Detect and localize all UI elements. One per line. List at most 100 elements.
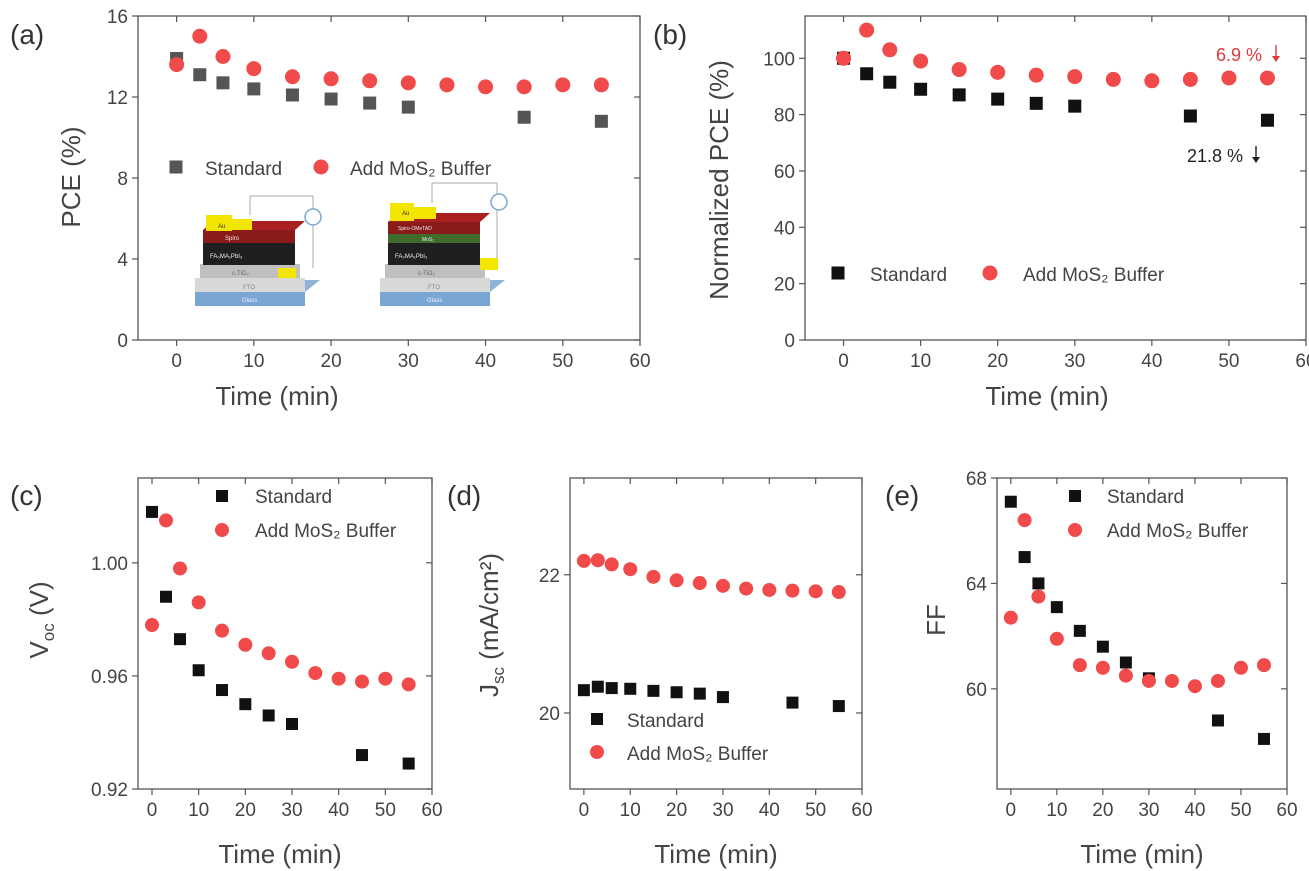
inset-label-glass: Glass (427, 298, 442, 304)
data-point-standard (285, 88, 299, 102)
data-point-mos2 (1256, 658, 1271, 673)
inset-label-glass: Glass (242, 298, 257, 304)
x-tick-label: 60 (421, 800, 442, 821)
data-point-mos2 (478, 79, 494, 95)
y-tick-label: 4 (117, 250, 128, 271)
legend-label-standard: Standard (1107, 487, 1184, 508)
inset-label-tio2: c-TiO₂ (418, 271, 435, 277)
data-point-standard (860, 67, 874, 81)
au-electrode (206, 215, 232, 231)
data-point-mos2 (331, 671, 346, 686)
tio2-layer (385, 264, 485, 278)
fto-layer (195, 278, 305, 292)
data-point-mos2 (215, 623, 229, 638)
data-point-mos2 (284, 69, 300, 85)
data-point-mos2 (439, 77, 455, 93)
data-point-standard (952, 88, 966, 102)
x-tick-label: 40 (1184, 800, 1205, 821)
x-axis-label-a: Time (min) (215, 381, 338, 411)
x-tick-label: 40 (1141, 351, 1162, 372)
mos2-layer (388, 234, 480, 243)
data-point-standard (192, 664, 205, 677)
x-tick-label: 40 (475, 351, 496, 372)
data-point-standard (401, 100, 415, 114)
legend-marker-standard (591, 713, 603, 725)
data-point-standard (216, 684, 228, 697)
x-tick-label: 60 (851, 800, 872, 821)
data-point-mos2 (355, 674, 369, 689)
data-point-mos2 (516, 79, 532, 95)
x-axis-label-c: Time (min) (218, 839, 341, 869)
data-point-mos2 (762, 582, 777, 597)
data-point-mos2 (246, 61, 262, 77)
data-point-standard (216, 76, 230, 90)
legend-label-mos2: Add MoS₂ Buffer (627, 744, 769, 765)
data-point-standard (670, 686, 683, 699)
data-point-mos2 (831, 585, 846, 600)
data-point-mos2 (191, 595, 206, 610)
legend-label-mos2: Add MoS₂ Buffer (1107, 521, 1249, 542)
x-tick-label: 60 (1276, 800, 1297, 821)
y-axis-label-e: FF (921, 604, 951, 636)
legend-label-standard: Standard (255, 487, 332, 508)
plot-frame-d (569, 477, 863, 790)
y-tick-label: 0.92 (91, 780, 128, 801)
y-tick-label: 20 (774, 275, 795, 296)
x-tick-label: 50 (805, 800, 826, 821)
data-point-mos2 (785, 583, 800, 598)
data-point-mos2 (646, 569, 661, 584)
device-right: Au Spiro-OMeTAD MoS₂ FA₀MA₁PbI₃ c-TiO₂ F… (380, 182, 508, 306)
y-tick-label: 22 (539, 566, 560, 587)
data-point-mos2 (715, 578, 730, 593)
data-point-mos2 (401, 677, 416, 692)
y-tick-label: 0 (117, 331, 128, 352)
data-point-standard (363, 96, 377, 110)
data-point-mos2 (308, 666, 323, 681)
data-point-mos2 (1118, 668, 1133, 683)
data-point-mos2 (859, 22, 875, 38)
inset-label-fto: FTO (428, 285, 440, 291)
data-point-standard (286, 717, 298, 730)
legend-label-standard: Standard (205, 159, 282, 180)
data-point-standard (1096, 640, 1109, 653)
data-point-standard (577, 684, 590, 697)
x-tick-label: 40 (328, 800, 349, 821)
data-point-standard (1257, 732, 1270, 745)
data-point-mos2 (555, 77, 571, 93)
legend-marker-mos2 (982, 265, 998, 281)
down-arrow-icon (1272, 45, 1280, 62)
legend-label-mos2: Add MoS₂ Buffer (350, 159, 492, 180)
y-axis-label-c: Voc (V) (24, 581, 58, 658)
data-point-standard (591, 680, 604, 693)
y-axis-label-a: PCE (%) (56, 126, 86, 227)
data-point-mos2 (1095, 660, 1110, 675)
y-tick-label: 16 (107, 7, 128, 28)
data-point-mos2 (362, 73, 378, 89)
data-point-mos2 (1105, 71, 1121, 87)
inset-label-mos2: MoS₂ (422, 237, 434, 243)
au-electrode-2 (232, 219, 252, 230)
plot-frame-e (996, 477, 1288, 790)
x-tick-label: 60 (1295, 351, 1309, 372)
inset-label-spiro: Spiro-OMeTAD (398, 226, 432, 232)
data-point-mos2 (1187, 679, 1202, 694)
data-point-mos2 (378, 671, 393, 686)
data-point-standard (262, 709, 275, 722)
spiro-layer (388, 222, 480, 234)
data-point-standard (1119, 656, 1132, 669)
data-point-standard (1032, 577, 1045, 590)
panel-label-d: (d) (447, 480, 481, 511)
fto-layer (380, 278, 490, 292)
x-tick-label: 50 (375, 800, 396, 821)
data-point-mos2 (604, 557, 619, 572)
legend-label-standard: Standard (870, 265, 947, 286)
x-tick-label: 0 (171, 351, 182, 372)
x-tick-label: 10 (243, 351, 264, 372)
y-tick-label: 100 (763, 49, 795, 70)
data-point-mos2 (669, 573, 684, 588)
x-tick-label: 30 (398, 351, 419, 372)
panel-label-c: (c) (10, 480, 43, 511)
glass-layer-front (195, 292, 305, 306)
data-point-mos2 (836, 50, 852, 66)
au-contact (480, 258, 498, 270)
